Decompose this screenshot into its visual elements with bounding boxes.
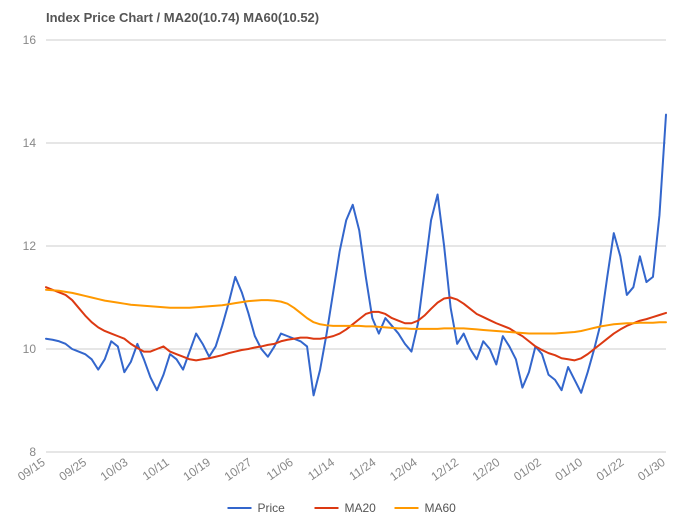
chart-svg: 81012141609/1509/2510/0310/1110/1910/271… — [0, 0, 680, 524]
y-tick-label: 14 — [23, 136, 37, 150]
x-tick-label: 01/22 — [594, 455, 627, 484]
x-tick-label: 12/20 — [470, 455, 503, 484]
y-tick-label: 12 — [23, 239, 37, 253]
x-tick-label: 11/06 — [264, 455, 296, 483]
x-tick-label: 11/14 — [305, 455, 337, 483]
x-tick-label: 10/11 — [140, 455, 172, 483]
x-tick-label: 10/19 — [180, 455, 213, 484]
legend-label: MA20 — [345, 501, 377, 515]
series-ma60 — [46, 290, 666, 334]
y-tick-label: 16 — [23, 33, 37, 47]
x-tick-label: 11/24 — [346, 455, 378, 483]
x-tick-label: 12/12 — [428, 455, 461, 484]
x-tick-label: 09/15 — [15, 455, 48, 484]
chart-container: 81012141609/1509/2510/0310/1110/1910/271… — [0, 0, 680, 524]
chart-title: Index Price Chart / MA20(10.74) MA60(10.… — [46, 10, 319, 25]
x-tick-label: 09/25 — [56, 455, 89, 484]
series-price — [46, 115, 666, 396]
x-tick-label: 01/02 — [511, 455, 544, 484]
x-tick-label: 01/30 — [635, 455, 668, 484]
x-tick-label: 12/04 — [387, 455, 420, 484]
y-tick-label: 10 — [23, 342, 37, 356]
legend-label: Price — [258, 501, 286, 515]
x-tick-label: 10/27 — [222, 455, 255, 484]
legend-label: MA60 — [425, 501, 457, 515]
x-tick-label: 10/03 — [98, 455, 131, 484]
x-tick-label: 01/10 — [552, 455, 585, 484]
